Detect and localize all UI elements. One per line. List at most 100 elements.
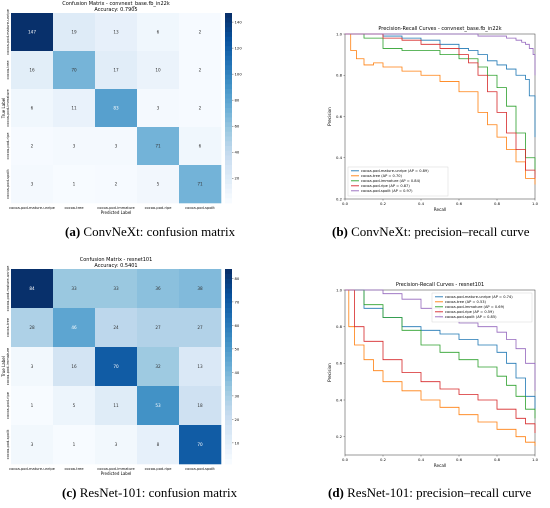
colorbar-segment	[225, 381, 232, 387]
cell-value-label: 3	[31, 442, 34, 447]
heatmap-cell	[95, 308, 138, 348]
pr-curve-line	[345, 289, 536, 433]
cell-value-label: 24	[113, 325, 119, 330]
cell-value-label: 27	[197, 325, 203, 330]
colorbar-tick-label: 70	[235, 299, 240, 304]
colorbar-segment	[225, 174, 232, 180]
y-tick-label: cocoa-pod-ripe	[6, 391, 10, 419]
heatmap-cell	[137, 89, 180, 128]
colorbar-segment	[225, 60, 232, 66]
x-axis-label: Predicted Label	[101, 210, 132, 215]
heatmap-cell	[179, 425, 222, 465]
caption-b: (b) ConvNeXt: precision–recall curve	[332, 224, 529, 240]
colorbar-segment	[225, 356, 232, 363]
colorbar-segment	[225, 293, 232, 299]
colorbar-tick-label: 80	[235, 98, 240, 103]
pr-curve-convnext: Precision-Recall Curves - convnext_base.…	[327, 26, 539, 212]
colorbar-segment	[225, 459, 232, 465]
x-tick-label: cocoa-tree	[64, 467, 84, 471]
x-tick-label: cocoa-pod-mature-unripe	[9, 206, 56, 210]
heatmap-cell	[11, 347, 54, 387]
colorbar-segment	[225, 322, 232, 328]
cell-value-label: 8	[157, 442, 160, 447]
cell-value-label: 11	[113, 403, 119, 408]
heatmap-cell	[53, 269, 96, 309]
colorbar-segment	[225, 141, 232, 147]
cell-value-label: 5	[73, 403, 76, 408]
colorbar-segment	[225, 117, 232, 123]
colorbar-segment	[225, 160, 232, 166]
legend-box	[347, 166, 449, 197]
colorbar-segment	[225, 51, 232, 57]
cell-value-label: 13	[113, 30, 119, 35]
x-tick-label: cocoa-tree	[64, 206, 84, 210]
cell-value-label: 27	[155, 325, 161, 330]
colorbar-segment	[225, 98, 232, 104]
colorbar-segment	[225, 41, 232, 47]
colorbar-segment	[225, 425, 232, 431]
y-axis-label: True Label	[1, 98, 6, 120]
y-tick-label: 0.4	[336, 397, 343, 402]
heatmap-cell	[137, 347, 180, 387]
heatmap-cell	[179, 347, 222, 387]
y-tick-label: 0.4	[336, 155, 343, 160]
heatmap-cell	[53, 89, 96, 128]
x-tick-label: 0.4	[418, 201, 425, 206]
colorbar-segment	[225, 136, 232, 142]
y-tick-label: 1.0	[336, 31, 343, 36]
x-tick-label: cocoa-pod-spoilt	[185, 206, 215, 210]
confusion-matrix-convnext: Confusion Matrix - convnext_base.fb_in22…	[1, 1, 242, 215]
colorbar-segment	[225, 337, 232, 343]
cell-value-label: 33	[71, 286, 77, 291]
chart-title: Confusion Matrix - convnext_base.fb_in22…	[62, 1, 170, 7]
legend-label: cocoa-pod-mature-unripe (AP = 0.89)	[361, 169, 429, 173]
colorbar-segment	[225, 332, 232, 338]
heatmap-cell	[137, 165, 180, 204]
heatmap-cell	[179, 89, 222, 128]
heatmap-cell	[137, 51, 180, 90]
x-tick-label: 1.0	[532, 457, 539, 462]
colorbar-segment	[225, 361, 232, 367]
y-tick-label: 0.2	[336, 196, 343, 201]
colorbar-tick-label: 20	[235, 176, 240, 181]
heatmap-cell	[11, 89, 54, 128]
colorbar-segment	[225, 165, 232, 171]
caption-c-text: ResNet-101: confusion matrix	[79, 485, 238, 500]
colorbar-tick-label: 50	[235, 346, 240, 351]
caption-a: (a) ConvNeXt: confusion matrix	[65, 224, 235, 240]
colorbar-segment	[225, 65, 232, 71]
heatmap-cell	[137, 127, 180, 166]
y-axis-label: Precision	[327, 107, 332, 126]
cell-value-label: 19	[71, 30, 77, 35]
colorbar-segment	[225, 405, 232, 411]
colorbar-segment	[225, 146, 232, 152]
chart-title: Confusion Matrix - resnet101	[80, 257, 153, 263]
cell-value-label: 1	[73, 442, 76, 447]
pr-curve-line	[345, 33, 536, 179]
cell-value-label: 17	[113, 68, 119, 73]
heatmap-cell	[95, 386, 138, 426]
heatmap-cell	[95, 425, 138, 465]
legend-label: cocoa-pod-immature (AP = 0.69)	[445, 305, 505, 309]
colorbar-segment	[225, 327, 232, 333]
panel-d: Precision-Recall Curves - resnet101 0.0 0.…	[290, 276, 550, 476]
colorbar-segment	[225, 288, 232, 294]
cell-value-label: 2	[115, 182, 118, 187]
colorbar-tick-label: 40	[235, 150, 240, 155]
chart-subtitle: Accuracy: 0.7905	[94, 7, 137, 13]
colorbar-segment	[225, 27, 232, 33]
cell-value-label: 36	[155, 286, 161, 291]
y-tick-label: 0.2	[336, 434, 343, 439]
colorbar-segment	[225, 112, 232, 118]
x-tick-label: 0.8	[494, 457, 501, 462]
heatmap-cell	[53, 308, 96, 348]
heatmap-cell	[95, 165, 138, 204]
heatmap-cell	[179, 13, 222, 52]
colorbar-segment	[225, 366, 232, 372]
colorbar-segment	[225, 55, 232, 61]
heatmap-cell	[95, 347, 138, 387]
colorbar-segment	[225, 155, 232, 161]
x-tick-label: 0.4	[418, 457, 425, 462]
colorbar-segment	[225, 273, 232, 280]
